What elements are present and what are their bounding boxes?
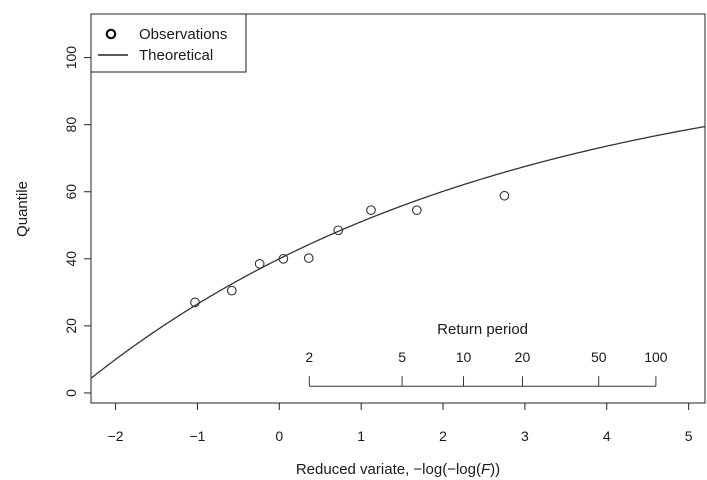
legend-box: [90, 13, 247, 73]
x-tick-label: 5: [685, 428, 693, 444]
x-axis-title: Reduced variate, −log(−log(F)): [296, 461, 500, 478]
x-tick-label: 4: [603, 428, 611, 444]
return-period-tick-label: 20: [515, 349, 531, 365]
y-tick-label: 60: [63, 184, 79, 200]
x-axis-title-math: −log(−log(: [413, 461, 481, 478]
return-period-tick-label: 50: [591, 349, 607, 365]
observation-point: [254, 258, 265, 269]
observation-point: [190, 297, 200, 308]
legend-observations-marker: [105, 28, 117, 40]
observation-point: [278, 253, 289, 264]
plot-frame: [90, 13, 706, 404]
x-tick-label: 2: [439, 428, 447, 444]
observation-point: [366, 205, 376, 216]
theoretical-curve-layer: [91, 125, 705, 379]
observation-point: [411, 205, 422, 216]
legend: Observations Theoretical: [90, 13, 247, 73]
legend-observations-label: Observations: [139, 26, 227, 43]
x-axis-title-var: F: [481, 461, 491, 478]
y-axis-title: Quantile: [14, 181, 31, 237]
observation-point: [499, 190, 510, 201]
x-tick-label: 3: [521, 428, 529, 444]
x-tick-label: −1: [189, 428, 205, 444]
x-axis: −2 −1 0 1 2 3 4 5: [108, 403, 693, 444]
theoretical-curve: [91, 125, 705, 379]
observation-point: [303, 253, 314, 263]
legend-theoretical-label: Theoretical: [139, 47, 213, 64]
observations-layer: [190, 190, 510, 308]
return-period-tick-label: 100: [644, 349, 668, 365]
x-axis-title-prefix: Reduced variate,: [296, 461, 409, 478]
return-period-axis: 2 5 10 20 50 100 Return period: [305, 321, 668, 387]
return-period-title: Return period: [437, 321, 528, 338]
return-period-tick-label: 10: [456, 349, 472, 365]
observation-point: [333, 225, 344, 236]
y-tick-label: 20: [63, 318, 79, 334]
x-tick-label: 0: [275, 428, 283, 444]
x-axis-title-close: )): [490, 461, 500, 478]
y-tick-label: 0: [63, 389, 79, 397]
y-tick-label: 40: [63, 251, 79, 267]
y-tick-label: 100: [63, 46, 79, 70]
x-tick-label: −2: [108, 428, 124, 444]
observation-point: [226, 285, 237, 296]
return-period-tick-label: 5: [398, 349, 406, 365]
x-tick-label: 1: [357, 428, 365, 444]
y-axis: 0 20 40 60 80 100: [63, 46, 91, 397]
return-period-tick-label: 2: [305, 349, 313, 365]
y-tick-label: 80: [63, 117, 79, 133]
